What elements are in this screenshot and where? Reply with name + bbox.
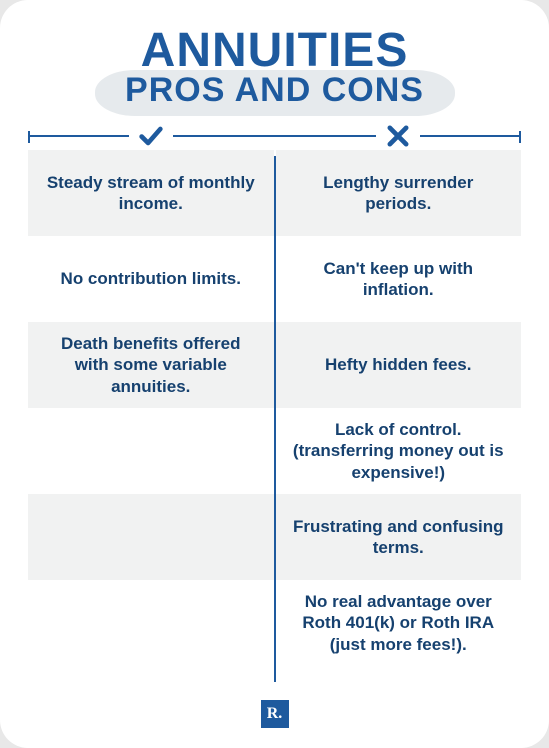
- pro-row: [28, 494, 274, 580]
- footer: R.: [28, 688, 521, 728]
- rule-mid-right: [275, 135, 376, 137]
- brand-logo: R.: [261, 700, 289, 728]
- pros-column: Steady stream of monthly income.No contr…: [28, 150, 274, 688]
- cross-icon: [376, 122, 420, 150]
- title-line1: ANNUITIES: [28, 28, 521, 74]
- title-line2: PROS AND CONS: [28, 74, 521, 106]
- con-row: Hefty hidden fees.: [276, 322, 522, 408]
- con-row: Lengthy surrender periods.: [276, 150, 522, 236]
- column-header-rule: [28, 122, 521, 150]
- infographic-card: ANNUITIES PROS AND CONS Steady stream of…: [0, 0, 549, 748]
- rule-right: [420, 135, 521, 137]
- columns: Steady stream of monthly income.No contr…: [28, 150, 521, 688]
- title: ANNUITIES PROS AND CONS: [28, 28, 521, 106]
- pro-row: [28, 408, 274, 494]
- pro-row: No contribution limits.: [28, 236, 274, 322]
- rule-mid-left: [173, 135, 274, 137]
- pro-row: Steady stream of monthly income.: [28, 150, 274, 236]
- cons-column: Lengthy surrender periods.Can't keep up …: [276, 150, 522, 688]
- pro-row: Death benefits offered with some variabl…: [28, 322, 274, 408]
- con-row: Lack of control. (transferring money out…: [276, 408, 522, 494]
- rule-left: [28, 135, 129, 137]
- con-row: No real advantage over Roth 401(k) or Ro…: [276, 580, 522, 666]
- con-row: Can't keep up with inflation.: [276, 236, 522, 322]
- con-row: Frustrating and confusing terms.: [276, 494, 522, 580]
- check-icon: [129, 122, 173, 150]
- header: ANNUITIES PROS AND CONS: [28, 28, 521, 122]
- pro-row: [28, 580, 274, 666]
